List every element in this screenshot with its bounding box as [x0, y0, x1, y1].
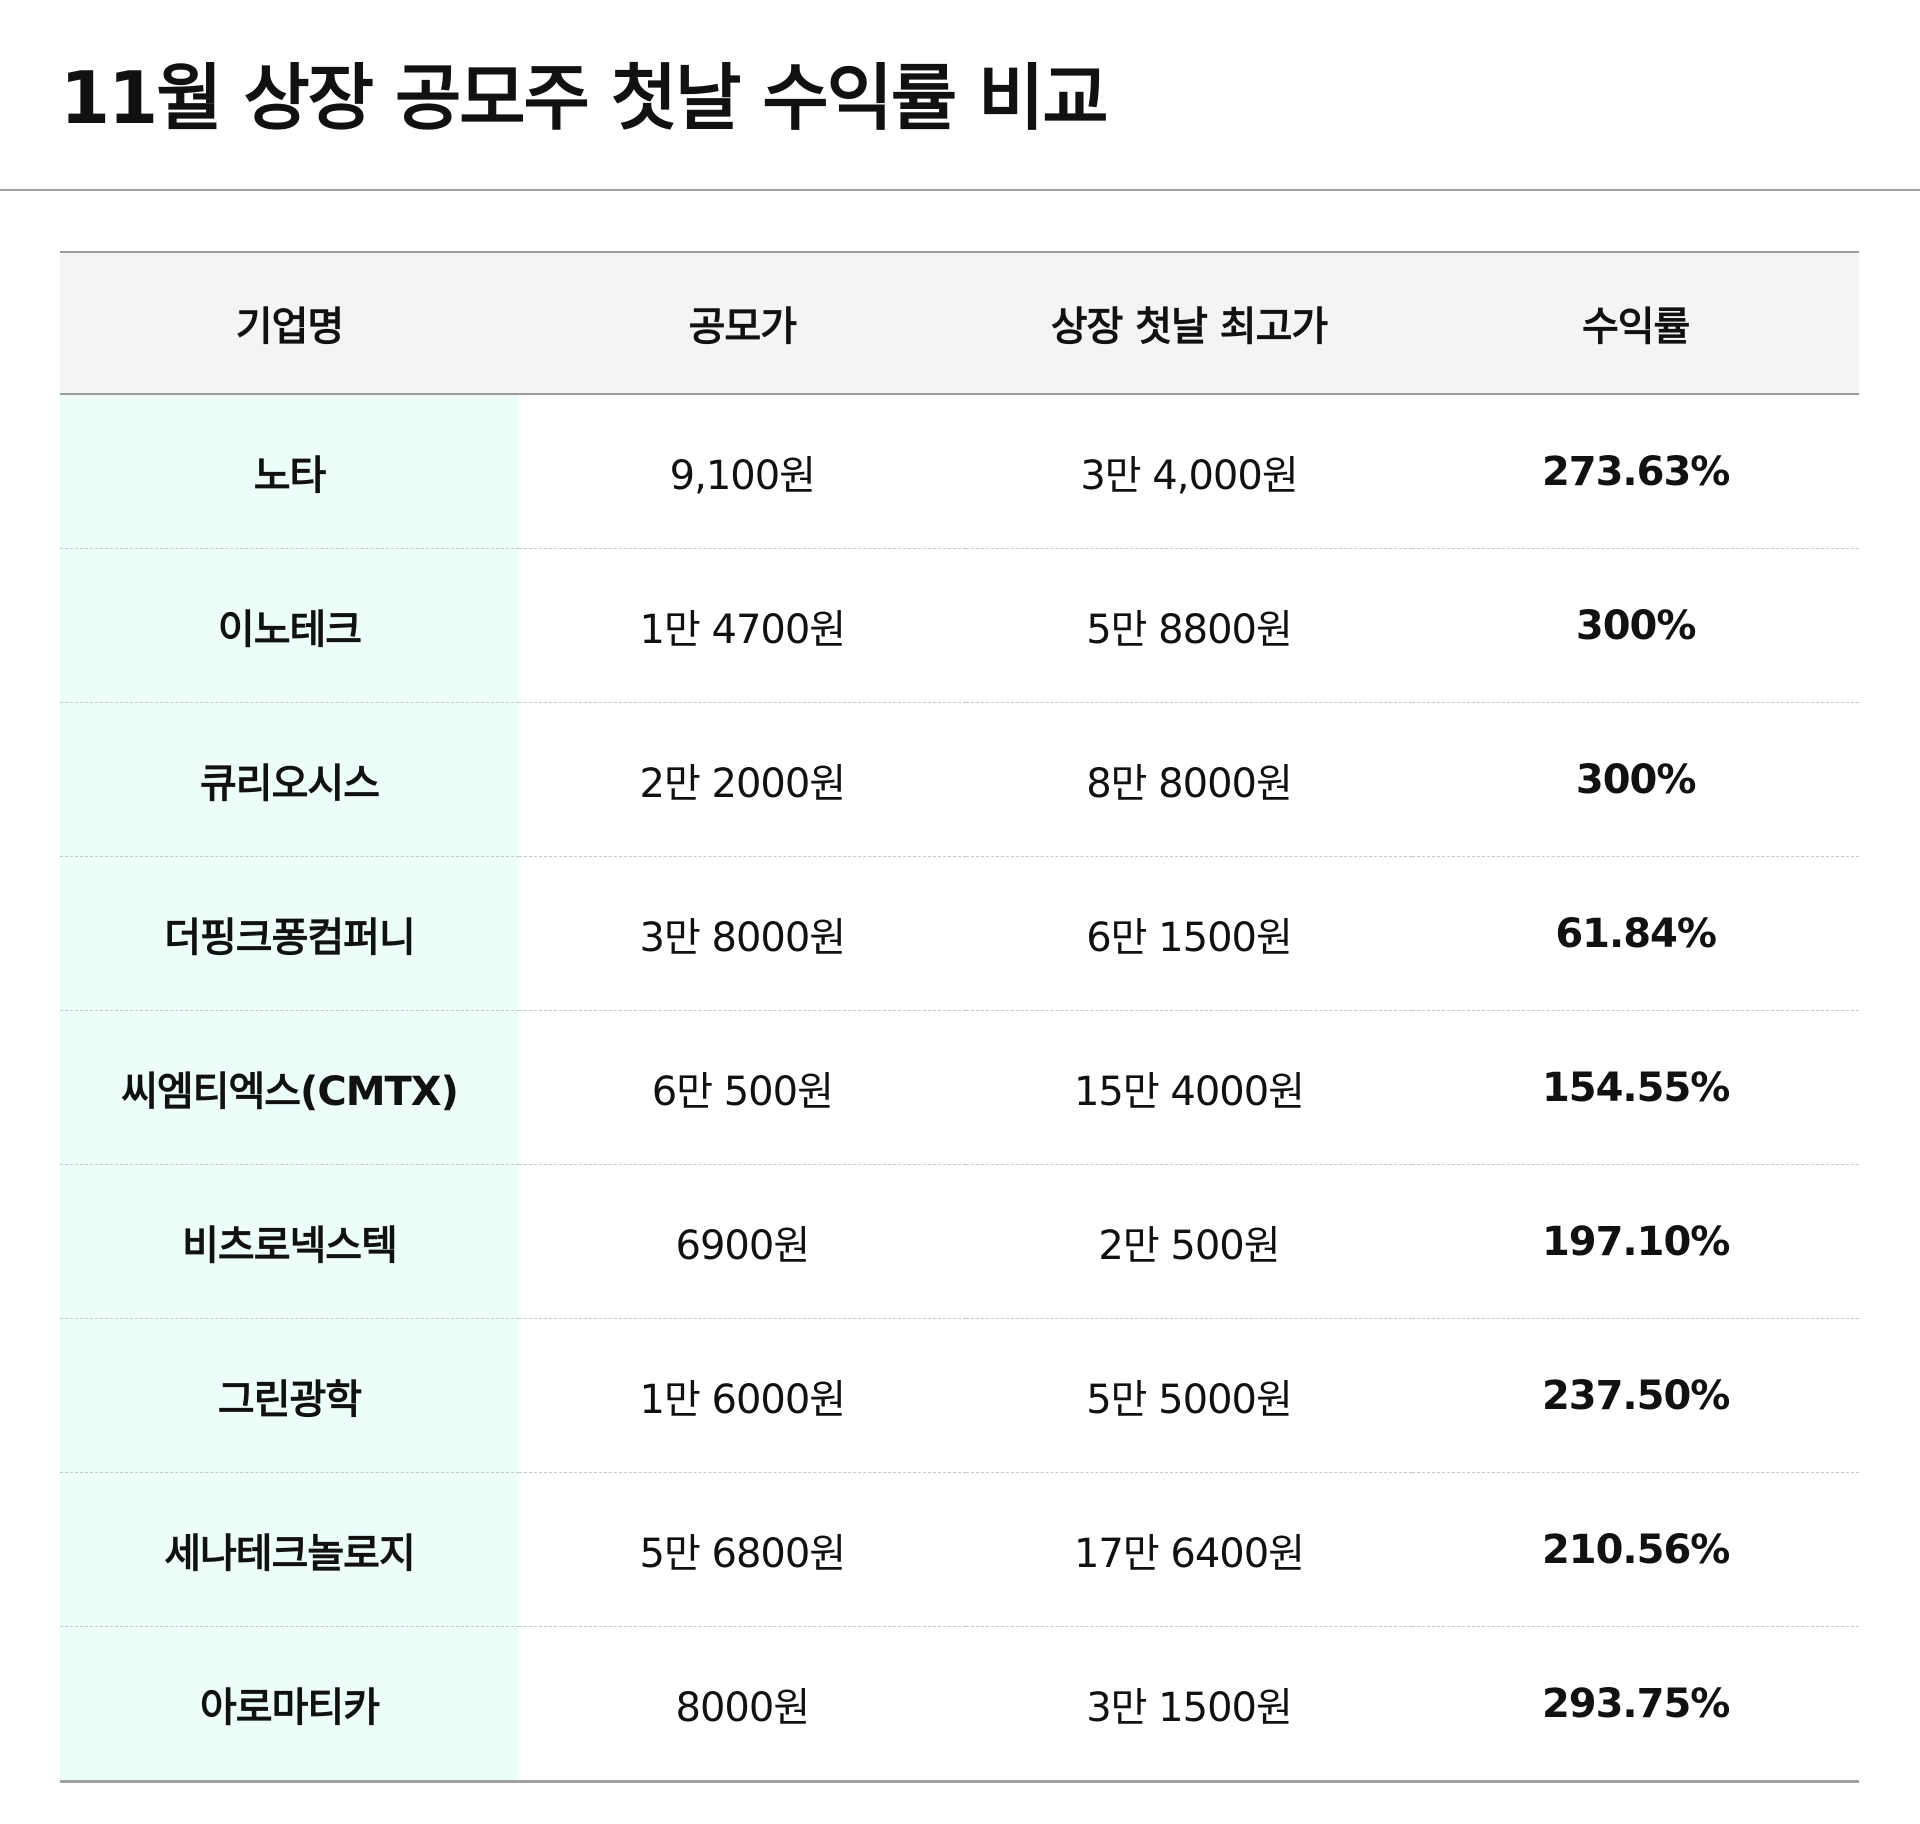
company-name: 비츠로넥스텍: [60, 1164, 519, 1319]
offer-price: 9,100원: [519, 394, 966, 549]
first-day-high: 17만 6400원: [965, 1472, 1413, 1627]
return-rate: 273.63%: [1412, 394, 1859, 549]
return-rate: 61.84%: [1412, 856, 1859, 1011]
table-row: 비츠로넥스텍 6900원 2만 500원 197.10%: [60, 1164, 1859, 1319]
return-rate: 154.55%: [1412, 1010, 1859, 1165]
table-header-row: 기업명 공모가 상장 첫날 최고가 수익률: [60, 252, 1859, 394]
title-divider: [0, 189, 1920, 191]
table-row: 노타 9,100원 3만 4,000원 273.63%: [60, 394, 1859, 549]
first-day-high: 5만 8800원: [965, 548, 1413, 703]
return-rate: 300%: [1412, 702, 1859, 857]
table-row: 씨엠티엑스(CMTX) 6만 500원 15만 4000원 154.55%: [60, 1010, 1859, 1165]
first-day-high: 15만 4000원: [965, 1010, 1413, 1165]
company-name: 세나테크놀로지: [60, 1472, 519, 1627]
first-day-high: 8만 8000원: [965, 702, 1413, 857]
return-rate: 197.10%: [1412, 1164, 1859, 1319]
first-day-high: 5만 5000원: [965, 1318, 1413, 1473]
return-rate: 293.75%: [1412, 1626, 1859, 1783]
offer-price: 8000원: [519, 1626, 966, 1783]
table-row: 이노테크 1만 4700원 5만 8800원 300%: [60, 548, 1859, 703]
table-row: 그린광학 1만 6000원 5만 5000원 237.50%: [60, 1318, 1859, 1473]
return-rate: 210.56%: [1412, 1472, 1859, 1627]
header-return: 수익률: [1581, 304, 1690, 350]
company-name: 씨엠티엑스(CMTX): [60, 1010, 519, 1165]
company-name: 아로마티카: [60, 1626, 519, 1783]
return-rate: 237.50%: [1412, 1318, 1859, 1473]
company-name: 더핑크퐁컴퍼니: [60, 856, 519, 1011]
company-name: 이노테크: [60, 548, 519, 703]
company-name: 큐리오시스: [60, 702, 519, 857]
return-rate: 300%: [1412, 548, 1859, 703]
header-company: 기업명: [235, 304, 344, 350]
offer-price: 3만 8000원: [519, 856, 966, 1011]
table-row: 더핑크퐁컴퍼니 3만 8000원 6만 1500원 61.84%: [60, 856, 1859, 1011]
first-day-high: 6만 1500원: [965, 856, 1413, 1011]
first-day-high: 2만 500원: [965, 1164, 1413, 1319]
offer-price: 6900원: [519, 1164, 966, 1319]
offer-price: 2만 2000원: [519, 702, 966, 857]
offer-price: 5만 6800원: [519, 1472, 966, 1627]
table-row: 아로마티카 8000원 3만 1500원 293.75%: [60, 1626, 1859, 1783]
first-day-high: 3만 4,000원: [965, 394, 1413, 549]
offer-price: 1만 6000원: [519, 1318, 966, 1473]
first-day-high: 3만 1500원: [965, 1626, 1413, 1783]
header-offer-price: 공모가: [688, 304, 797, 350]
table-row: 큐리오시스 2만 2000원 8만 8000원 300%: [60, 702, 1859, 857]
ipo-comparison-table: 기업명 공모가 상장 첫날 최고가 수익률 노타 9,100원 3만 4,000원 2…: [60, 251, 1859, 1783]
header-first-day-high: 상장 첫날 최고가: [1050, 304, 1328, 350]
table-row: 세나테크놀로지 5만 6800원 17만 6400원 210.56%: [60, 1472, 1859, 1627]
company-name: 노타: [60, 394, 519, 549]
page-title: 11월 상장 공모주 첫날 수익률 비교: [60, 56, 1109, 140]
offer-price: 6만 500원: [519, 1010, 966, 1165]
company-name: 그린광학: [60, 1318, 519, 1473]
offer-price: 1만 4700원: [519, 548, 966, 703]
